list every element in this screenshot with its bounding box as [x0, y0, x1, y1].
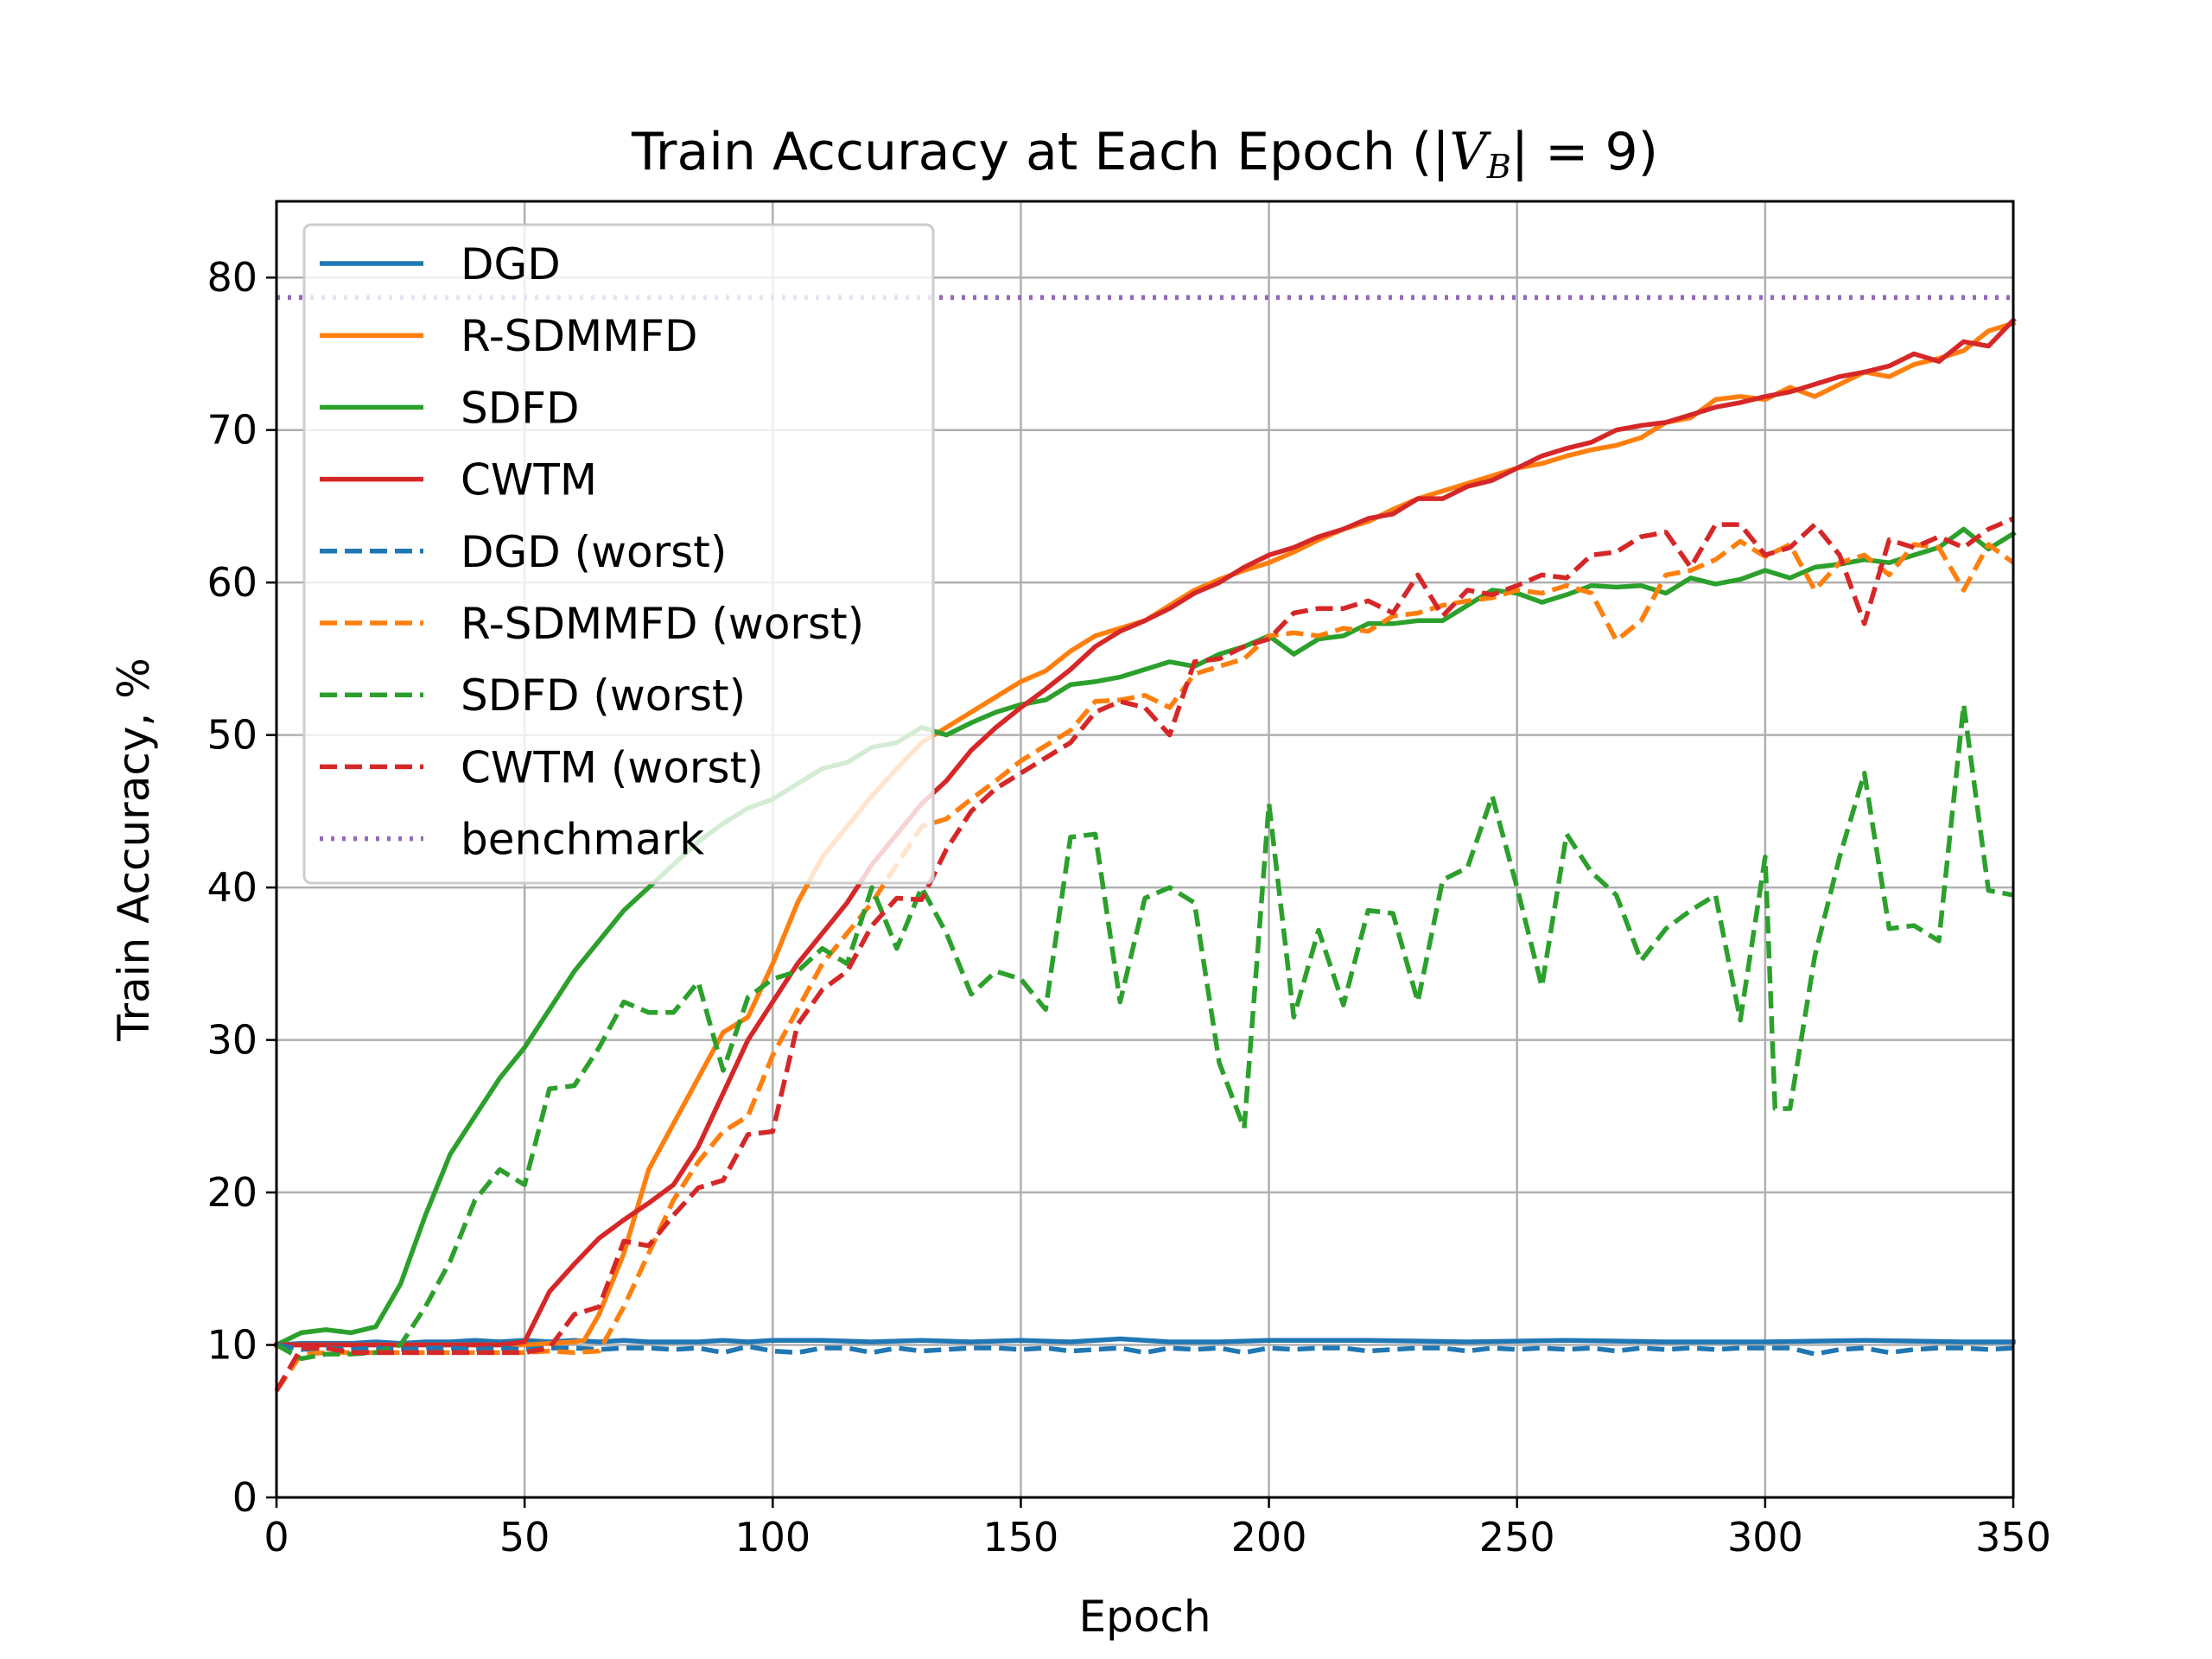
- title-prefix: Train Accuracy at Each Epoch (|: [631, 122, 1450, 182]
- x-tick-label: 300: [1727, 1514, 1803, 1560]
- y-tick-label: 20: [207, 1169, 257, 1216]
- y-tick-label: 30: [207, 1017, 257, 1064]
- y-tick-label: 0: [232, 1474, 257, 1521]
- title-math-subscript: B: [1486, 148, 1511, 186]
- series-line-dgd: [274, 1336, 2016, 1348]
- legend-label-dgd-worst: DGD (worst): [461, 527, 727, 577]
- x-tick-label: 200: [1231, 1514, 1307, 1560]
- legend-label-r-sdmmfd: R-SDMMFD: [461, 311, 698, 361]
- x-tick-label: 50: [499, 1514, 550, 1560]
- x-axis-ticks: 0 50 100 150 200 250 300 350: [264, 1497, 2051, 1560]
- x-axis-label: Epoch: [1078, 1592, 1211, 1642]
- y-tick-label: 70: [207, 407, 257, 454]
- legend-label-sdfd: SDFD: [461, 383, 580, 433]
- series-line-sdfd-worst: [275, 702, 2014, 1362]
- title-suffix: | = 9): [1511, 122, 1658, 182]
- y-tick-label: 80: [207, 254, 257, 301]
- legend-label-sdfd-worst: SDFD (worst): [461, 671, 746, 721]
- y-tick-label: 50: [207, 712, 257, 759]
- x-tick-label: 150: [983, 1514, 1059, 1560]
- chart-title: Train Accuracy at Each Epoch (|VB| = 9): [631, 122, 1658, 186]
- x-tick-label: 100: [734, 1514, 810, 1560]
- legend: DGD R-SDMMFD SDFD CWTM DGD (worst) R-SDMMFD (…: [302, 223, 935, 885]
- x-tick-label: 350: [1975, 1514, 2051, 1560]
- legend-box: [302, 223, 935, 885]
- y-axis-label: Train Accuracy, %: [109, 658, 159, 1041]
- title-math-symbol: V: [1450, 122, 1492, 182]
- legend-label-benchmark: benchmark: [461, 815, 704, 865]
- series-line-sdfd: [273, 526, 2017, 1349]
- plot-frame: [275, 200, 2015, 1499]
- legend-label-r-sdmmfd-worst: R-SDMMFD (worst): [461, 599, 864, 649]
- x-tick-label: 0: [264, 1514, 289, 1560]
- series-line-dgd-worst: [276, 1342, 2014, 1357]
- legend-label-cwtm-worst: CWTM (worst): [461, 742, 764, 792]
- series-line-cwtm-worst: [274, 516, 2015, 1392]
- legend-label-dgd: DGD: [461, 239, 561, 289]
- y-tick-label: 40: [207, 864, 257, 911]
- series-lines: [273, 295, 2017, 1393]
- y-axis-ticks: 0 10 20 30 40 50 60 70 80: [207, 254, 276, 1521]
- y-tick-label: 10: [207, 1322, 257, 1369]
- series-line-r-sdmmfd-worst: [274, 538, 2015, 1393]
- legend-label-cwtm: CWTM: [461, 455, 597, 505]
- x-tick-label: 250: [1479, 1514, 1555, 1560]
- y-tick-label: 60: [207, 559, 257, 606]
- series-line-cwtm: [274, 316, 2017, 1348]
